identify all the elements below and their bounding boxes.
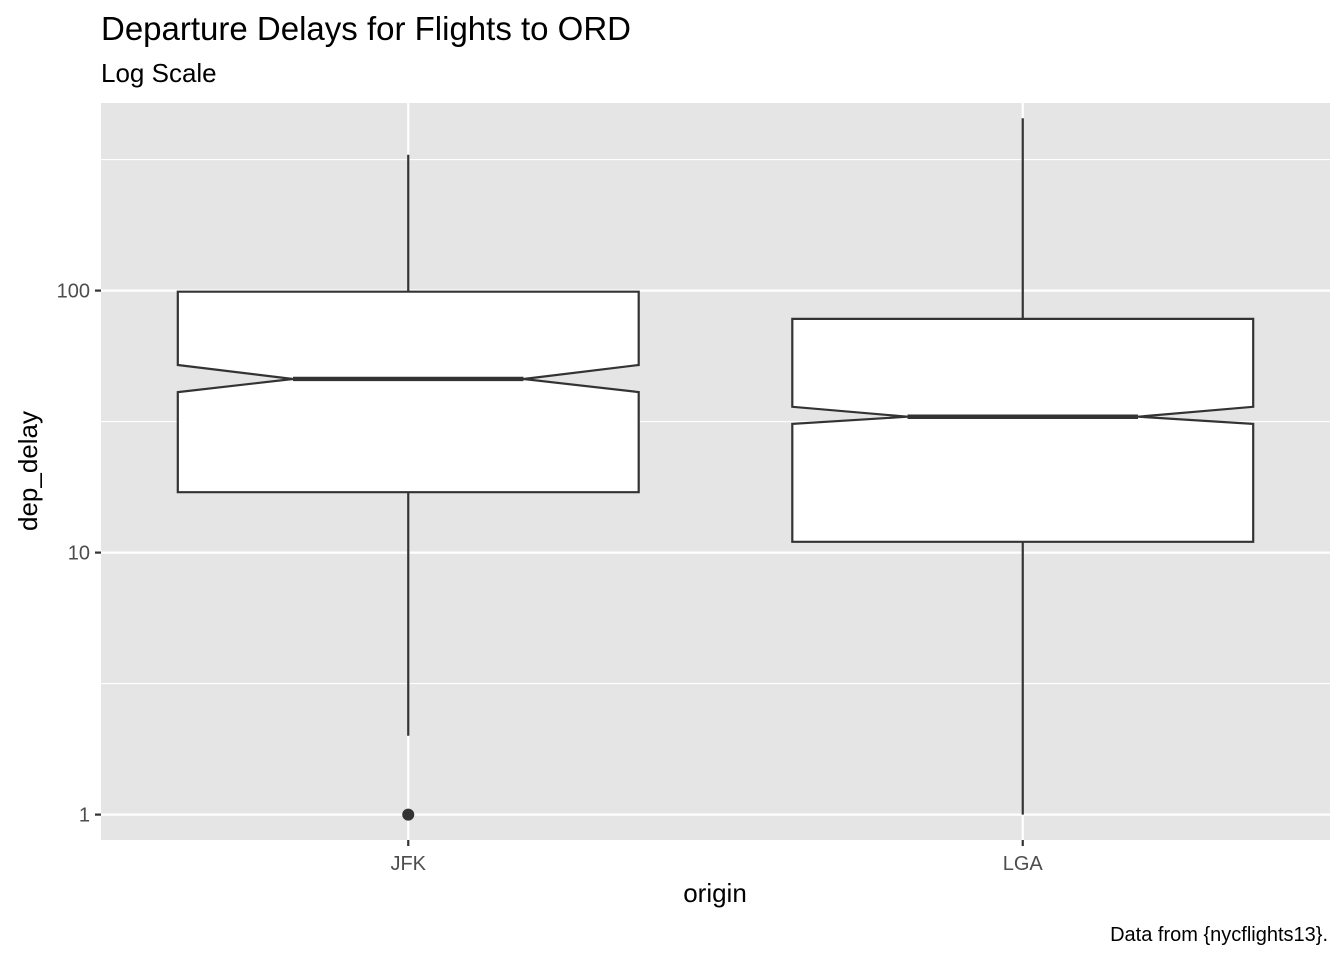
y-tick-label: 100 — [57, 281, 90, 303]
outlier-point — [402, 808, 415, 821]
x-tick-label: LGA — [1003, 853, 1044, 875]
boxplot-jfk — [176, 154, 640, 821]
x-axis: JFK LGA — [390, 840, 1043, 875]
chart-subtitle: Log Scale — [101, 58, 217, 88]
notched-box — [176, 290, 640, 494]
chart-title: Departure Delays for Flights to ORD — [101, 10, 631, 47]
notched-box — [791, 317, 1255, 543]
x-axis-title: origin — [683, 878, 747, 908]
x-tick-label: JFK — [390, 853, 426, 875]
boxplot-group — [176, 118, 1255, 821]
y-axis: 1 10 100 — [57, 281, 101, 827]
y-axis-title: dep_delay — [13, 411, 43, 531]
boxplot-lga — [791, 118, 1255, 815]
chart-caption: Data from {nycflights13}. — [1110, 924, 1328, 946]
y-tick-label: 10 — [68, 543, 90, 565]
y-tick-label: 1 — [79, 805, 90, 827]
